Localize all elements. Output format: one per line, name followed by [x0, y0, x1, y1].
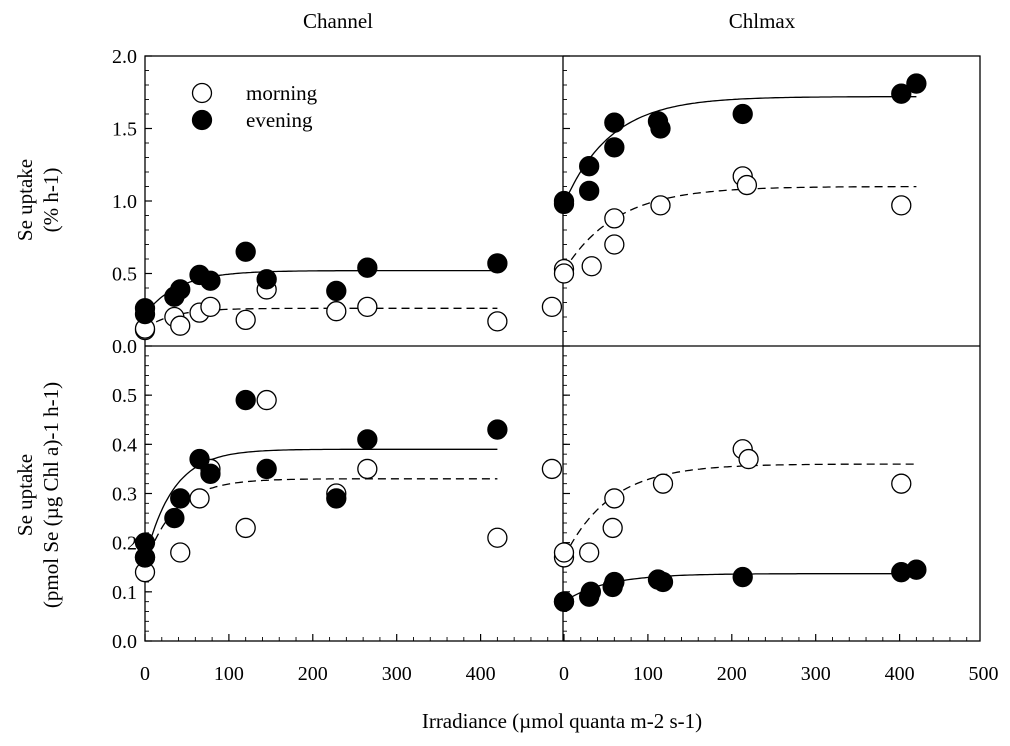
x-tick-label: 0	[559, 663, 569, 685]
fit-curve-morning	[563, 185, 917, 271]
data-point-evening	[604, 112, 625, 133]
data-point-morning	[738, 448, 759, 470]
data-point-morning	[541, 458, 563, 480]
data-point-morning	[553, 542, 575, 563]
data-point-evening	[134, 303, 156, 325]
data-point-evening	[652, 571, 674, 593]
x-tick-label: 300	[801, 663, 831, 685]
x-tick-label: 400	[466, 663, 496, 685]
data-point-morning	[602, 517, 623, 539]
ylabel-top-line2: (% h-1)	[39, 168, 63, 233]
y-tick-label: 0.4	[112, 434, 137, 456]
data-point-evening	[134, 547, 156, 568]
data-point-evening	[326, 488, 347, 509]
data-point-morning	[357, 296, 378, 318]
data-point-evening	[580, 581, 601, 602]
x-tick-label: 100	[633, 663, 663, 685]
x-tick-label: 200	[298, 663, 328, 685]
data-point-evening	[604, 571, 625, 593]
data-point-evening	[256, 458, 277, 480]
data-point-morning	[487, 311, 508, 332]
data-point-evening	[235, 389, 256, 411]
data-point-morning	[604, 208, 625, 229]
data-point-evening	[357, 257, 378, 278]
data-point-morning	[581, 256, 602, 277]
data-point-morning	[541, 296, 563, 318]
data-point-evening	[891, 83, 912, 104]
data-point-evening	[553, 193, 575, 215]
data-point-evening	[170, 488, 191, 509]
x-tick-label: 400	[885, 663, 915, 685]
data-point-morning	[579, 542, 600, 563]
data-point-evening	[650, 118, 671, 139]
fit-curve-morning	[563, 463, 917, 558]
legend-label-evening: evening	[246, 108, 313, 132]
data-point-evening	[235, 241, 256, 262]
data-point-evening	[200, 270, 221, 291]
y-tick-label: 0.5	[112, 385, 137, 407]
x-tick-label: 200	[717, 663, 747, 685]
data-point-morning	[170, 542, 191, 563]
data-point-evening	[732, 103, 753, 125]
data-point-morning	[170, 315, 191, 336]
data-point-evening	[906, 559, 927, 580]
data-point-evening	[604, 137, 625, 158]
data-point-morning	[357, 458, 378, 480]
data-point-evening	[906, 73, 927, 94]
plot-layer: 0.0 0.5 1.0 1.5 2.0 0.0 0.1 0.2 0.3 0.4 0.5 0 100 200…	[112, 46, 999, 685]
data-point-morning	[235, 309, 256, 331]
data-point-morning	[736, 174, 758, 196]
data-point-morning	[891, 473, 912, 494]
xlabel: Irradiance (µmol quanta m-2 s-1)	[422, 709, 702, 733]
legend-label-morning: morning	[246, 81, 318, 105]
data-point-evening	[200, 463, 221, 484]
legend-marker-evening	[191, 109, 213, 131]
data-point-evening	[487, 419, 508, 440]
data-point-evening	[553, 591, 575, 612]
data-point-evening	[256, 269, 277, 290]
data-point-evening	[326, 280, 347, 302]
data-point-evening	[487, 253, 508, 274]
data-point-morning	[652, 473, 674, 494]
data-point-morning	[189, 488, 210, 509]
data-point-morning	[256, 389, 277, 411]
data-point-morning	[650, 195, 671, 216]
data-point-evening	[189, 448, 210, 470]
data-point-evening	[732, 566, 753, 588]
data-point-morning	[235, 517, 256, 539]
y-tick-label: 0.2	[112, 533, 137, 555]
data-point-morning	[326, 301, 347, 322]
data-point-morning	[891, 195, 912, 216]
column-title-chlmax: Chlmax	[729, 9, 796, 33]
data-point-morning	[553, 263, 575, 284]
y-tick-label: 1.5	[112, 119, 137, 141]
y-tick-label: 0.3	[112, 484, 137, 506]
x-tick-label: 0	[140, 663, 150, 685]
x-tick-label: 300	[382, 663, 412, 685]
y-tick-label: 0.5	[112, 264, 137, 286]
y-tick-label: 0.0	[112, 336, 137, 358]
data-point-morning	[487, 527, 508, 548]
data-point-evening	[170, 279, 191, 300]
column-title-channel: Channel	[303, 9, 373, 33]
data-point-evening	[357, 429, 378, 450]
data-point-evening	[164, 507, 185, 529]
y-tick-label: 0.0	[112, 631, 137, 653]
y-tick-label: 2.0	[112, 46, 137, 68]
ylabel-bottom-line2: (pmol Se (µg Chl a)-1 h-1)	[39, 382, 63, 608]
legend-marker-morning	[191, 82, 213, 104]
ylabel-bottom-line1: Se uptake	[13, 454, 37, 536]
y-tick-label: 1.0	[112, 191, 137, 213]
x-tick-label: 500	[969, 663, 999, 685]
data-point-evening	[579, 156, 600, 177]
data-point-evening	[579, 180, 600, 202]
data-point-morning	[604, 488, 625, 509]
x-tick-label: 100	[214, 663, 244, 685]
data-point-morning	[200, 296, 221, 318]
y-tick-label: 0.1	[112, 582, 137, 604]
legend: morning evening	[191, 81, 318, 132]
data-point-morning	[604, 234, 625, 255]
ylabel-top-line1: Se uptake	[13, 159, 37, 241]
